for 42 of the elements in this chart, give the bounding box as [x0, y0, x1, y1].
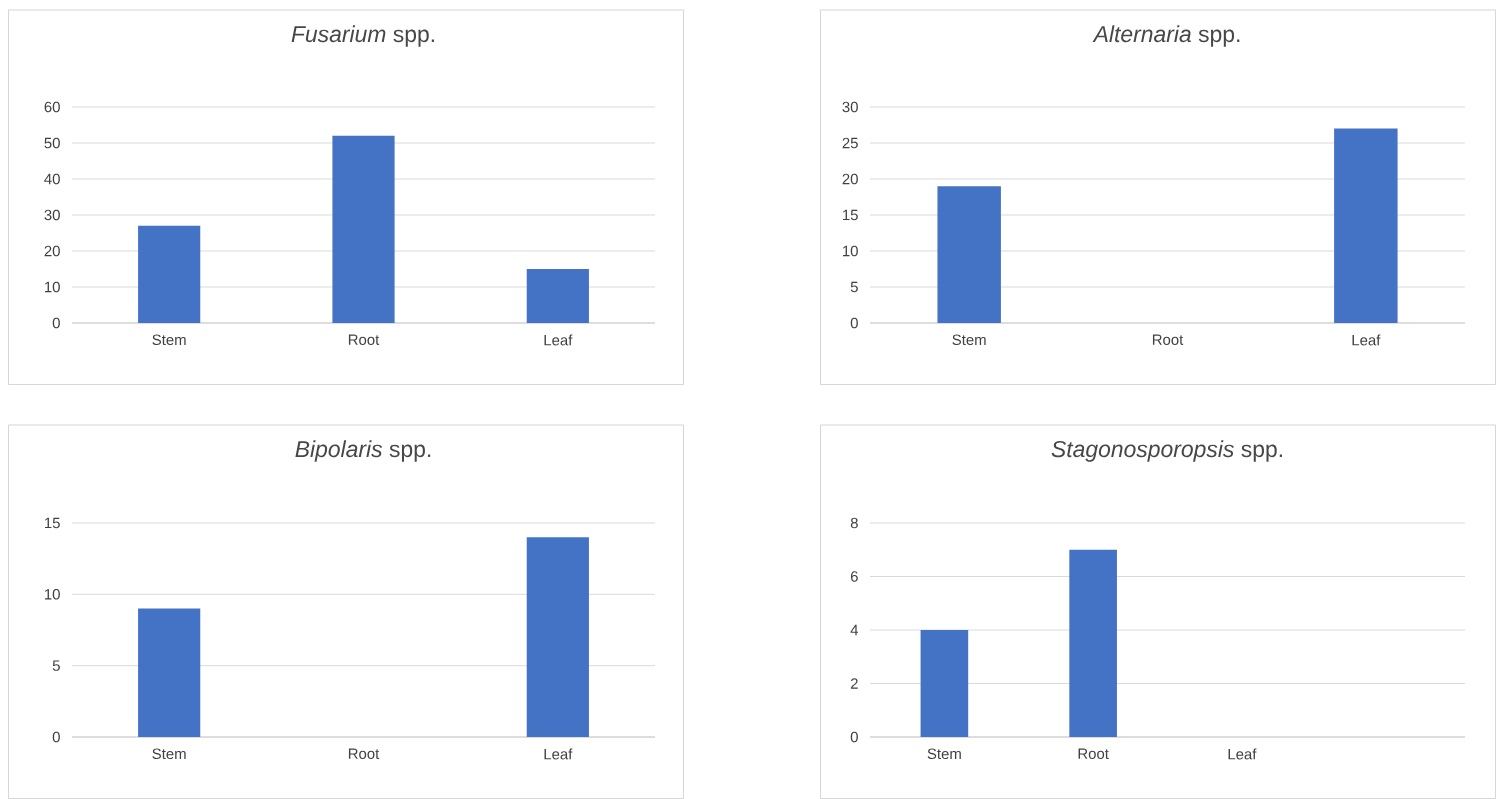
x-tick-label: Root	[1078, 748, 1109, 759]
y-tick-label: 10	[45, 281, 60, 293]
y-tick-label: 0	[52, 731, 60, 743]
x-tick-label: Root	[348, 748, 380, 759]
y-tick-label: 30	[842, 101, 858, 113]
x-tick-label: Stem	[152, 748, 186, 760]
y-tick-label: 8	[850, 517, 858, 529]
bar	[332, 135, 395, 323]
x-tick-label: Root	[348, 334, 380, 345]
y-tick-label: 2	[850, 678, 858, 689]
chart-title: Stagonosporopsis spp.	[1051, 440, 1282, 462]
y-tick-label: 5	[52, 660, 60, 671]
x-tick-label: Leaf	[544, 334, 573, 346]
x-tick-label: Stem	[927, 748, 961, 760]
y-tick-label: 4	[850, 624, 859, 636]
chart-title: Fusarium spp.	[291, 25, 434, 47]
chart-title: Alternaria spp.	[1092, 25, 1240, 47]
y-tick-label: 6	[850, 571, 858, 582]
y-tick-label: 15	[843, 209, 858, 221]
y-tick-label: 20	[44, 245, 60, 257]
y-tick-label: 0	[850, 317, 858, 329]
y-tick-label: 40	[44, 173, 60, 185]
y-tick-label: 0	[52, 317, 60, 329]
y-tick-label: 25	[842, 137, 858, 149]
x-tick-label: Leaf	[1228, 748, 1257, 760]
x-tick-label: Leaf	[1352, 334, 1381, 346]
y-tick-label: 10	[45, 589, 60, 600]
bar	[138, 225, 201, 323]
y-tick-label: 0	[850, 731, 858, 743]
y-tick-label: 5	[850, 281, 858, 293]
chart-title: Bipolaris spp.	[295, 440, 431, 462]
y-tick-label: 60	[44, 101, 60, 113]
bar	[526, 269, 589, 323]
y-tick-label: 10	[843, 245, 858, 257]
x-tick-label: Stem	[952, 334, 986, 346]
x-tick-label: Stem	[152, 334, 186, 346]
y-tick-label: 15	[45, 517, 60, 529]
x-tick-label: Leaf	[544, 748, 573, 760]
x-tick-label: Root	[1152, 334, 1184, 345]
y-tick-label: 50	[44, 137, 60, 149]
y-tick-label: 20	[842, 173, 858, 185]
y-tick-label: 30	[44, 209, 60, 221]
